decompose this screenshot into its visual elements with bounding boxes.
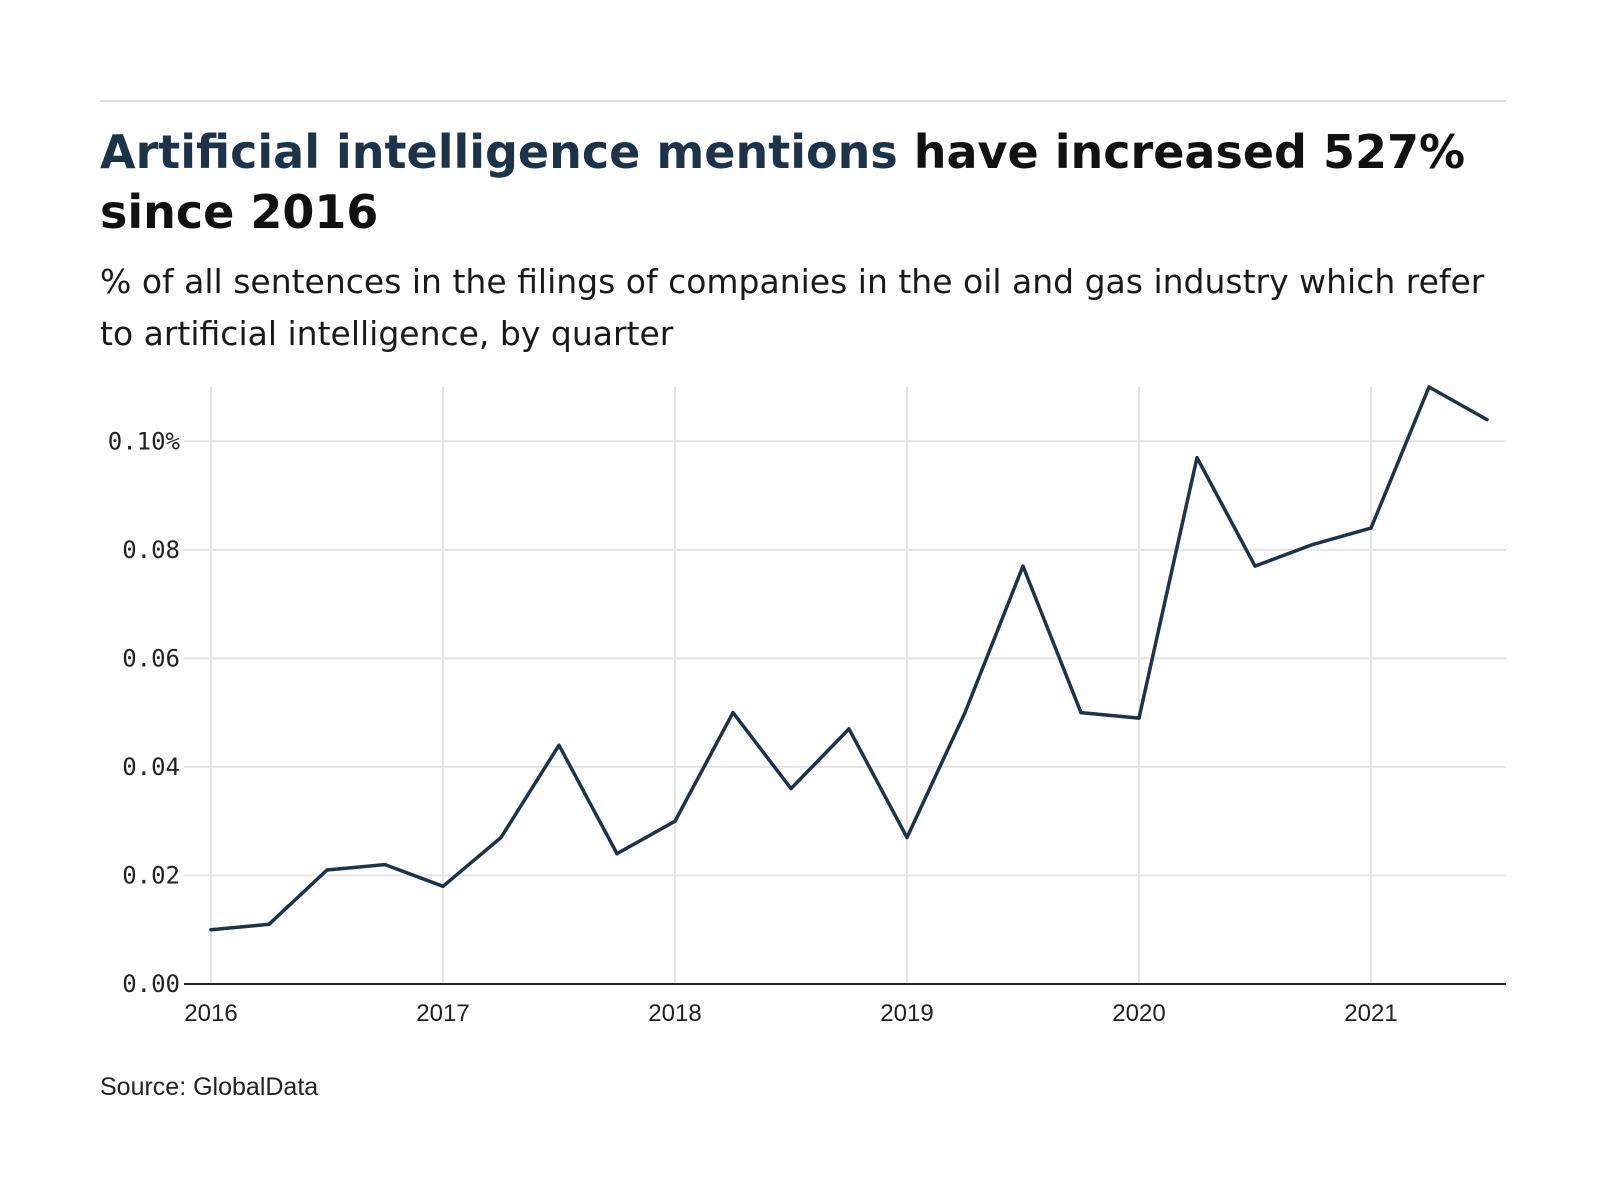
chart-title: Artificial intelligence mentions have in… (100, 122, 1500, 242)
data-point (847, 727, 851, 731)
gridlines (184, 387, 1506, 984)
y-tick-label: 0.04 (122, 753, 180, 781)
y-tick-label: 0.06 (122, 644, 180, 672)
title-highlight: Artificial intelligence mentions (100, 125, 898, 179)
data-point (1137, 716, 1141, 720)
data-point (1311, 542, 1315, 547)
data-point (789, 787, 793, 791)
data-point (1253, 564, 1257, 568)
data-point (1021, 564, 1025, 568)
data-point (1369, 526, 1373, 530)
chart-subtitle: % of all sentences in the filings of com… (100, 262, 1485, 353)
data-point (1195, 456, 1199, 460)
data-point (441, 884, 445, 888)
series (209, 385, 1489, 932)
data-point (905, 835, 909, 840)
title-rest: have increased 527% since 2016 (100, 125, 1466, 239)
axes: 2016 2017 2018 2019 2020 2021 0.00 0.02 0.04 0.06… (108, 427, 1506, 1027)
data-point (1079, 711, 1083, 715)
source-note: Source: GlobalData (100, 1073, 319, 1101)
x-tick-label: 2019 (880, 1000, 933, 1027)
x-tick-label: 2018 (648, 1000, 701, 1027)
data-point (325, 868, 329, 872)
y-tick-label: 0.00 (122, 970, 180, 998)
data-point (615, 852, 619, 856)
data-point (499, 835, 503, 840)
data-point (383, 863, 387, 867)
data-point (963, 711, 967, 715)
y-tick-label: 0.02 (122, 861, 180, 889)
y-tick-label: 0.08 (122, 536, 180, 564)
data-point (731, 711, 735, 715)
data-point (557, 743, 561, 747)
x-tick-label: 2020 (1112, 1000, 1165, 1027)
x-tick-label: 2021 (1344, 1000, 1397, 1027)
data-point (1427, 385, 1431, 389)
line-chart: 2016 2017 2018 2019 2020 2021 0.00 0.02 0.04 0.06… (108, 385, 1506, 1027)
top-divider (100, 100, 1506, 102)
data-point (267, 922, 271, 926)
data-point (673, 819, 677, 823)
x-tick-label: 2017 (416, 1000, 469, 1027)
x-tick-label: 2016 (184, 1000, 237, 1027)
data-point (209, 928, 213, 932)
data-point (1485, 418, 1489, 422)
y-tick-label: 0.10% (108, 427, 181, 455)
